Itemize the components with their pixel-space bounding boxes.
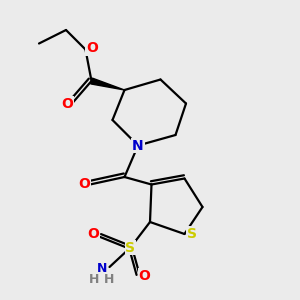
Text: O: O — [87, 227, 99, 241]
Text: H: H — [89, 273, 100, 286]
Text: N: N — [132, 139, 144, 152]
Text: S: S — [187, 227, 197, 241]
Text: O: O — [78, 178, 90, 191]
Text: S: S — [125, 241, 136, 254]
Polygon shape — [91, 78, 124, 90]
Text: H: H — [104, 273, 115, 286]
Text: O: O — [61, 97, 74, 110]
Text: O: O — [86, 41, 98, 55]
Text: O: O — [139, 269, 151, 283]
Text: N: N — [97, 262, 107, 275]
